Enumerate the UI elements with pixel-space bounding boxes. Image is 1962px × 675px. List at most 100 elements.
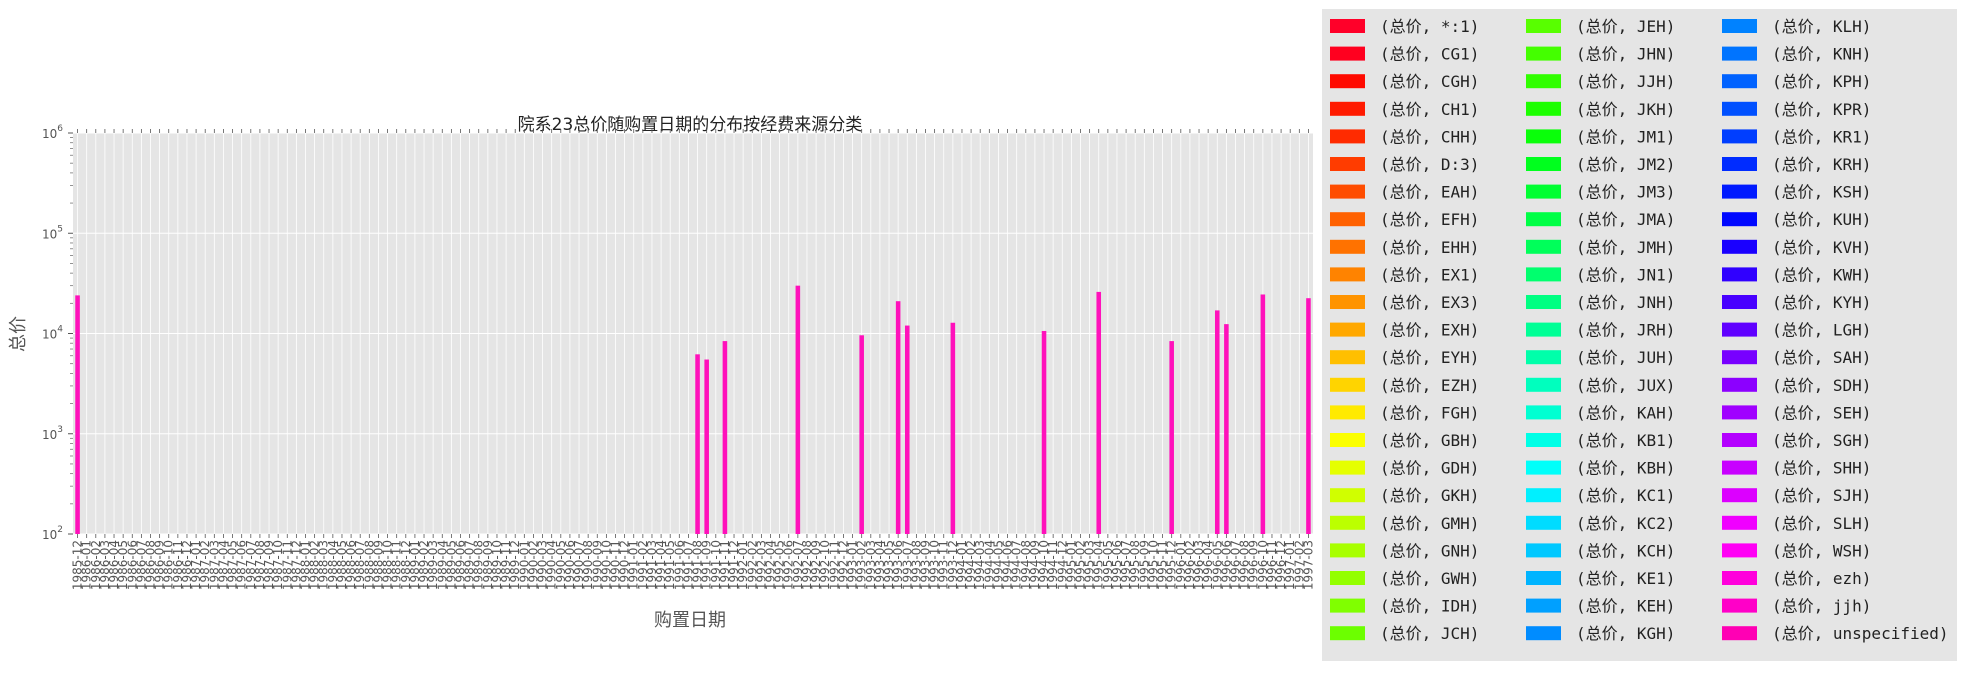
x-tick-label: 1990-09 [590, 540, 604, 590]
legend-swatch [1722, 377, 1757, 392]
x-tick-label: 1988-08 [362, 540, 376, 590]
x-tick-label: 1995-02 [1074, 540, 1088, 590]
legend-swatch [1330, 350, 1365, 365]
x-tick-label: 1991-07 [681, 540, 695, 590]
legend-label: (总价, jjh) [1772, 597, 1871, 616]
x-tick-label: 1989-06 [454, 540, 468, 590]
legend-label: (总价, EZH) [1380, 376, 1479, 395]
x-tick-label: 1994-10 [1037, 540, 1051, 590]
legend-label: (总价, EYH) [1380, 348, 1479, 367]
x-tick-label: 1996-09 [1247, 540, 1261, 590]
legend-swatch [1722, 295, 1757, 309]
x-tick-label: 1993-04 [873, 540, 887, 590]
x-tick-label: 1994-06 [1001, 540, 1015, 590]
legend-swatch [1526, 488, 1561, 503]
x-tick-label: 1988-11 [390, 540, 404, 590]
bar [704, 359, 709, 534]
legend-label: (总价, SAH) [1772, 348, 1871, 367]
chart-title: 院系23总价随购置日期的分布按经费来源分类 [518, 115, 863, 135]
legend-swatch [1722, 571, 1757, 585]
x-tick-label: 1994-01 [955, 540, 969, 590]
legend-label: (总价, SGH) [1772, 431, 1871, 450]
legend-label: (总价, KEH) [1576, 597, 1675, 616]
x-tick-label: 1986-11 [171, 540, 185, 590]
legend-swatch [1526, 350, 1561, 365]
legend-label: (总价, KVH) [1772, 238, 1871, 257]
legend-swatch [1526, 598, 1561, 613]
grid-lines [73, 132, 1313, 535]
x-tick-label: 1990-03 [536, 540, 550, 590]
x-tick-label: 1992-07 [791, 540, 805, 590]
legend-swatch [1722, 433, 1757, 447]
legend-label: (总价, CGH) [1380, 72, 1479, 91]
bar [904, 325, 910, 534]
x-tick-label: 1994-11 [1046, 540, 1060, 590]
legend-swatch [1330, 184, 1365, 199]
bar [722, 341, 728, 534]
bar [859, 335, 864, 534]
legend-swatch [1722, 543, 1757, 558]
x-tick-label: 1993-11 [937, 540, 951, 590]
x-tick-label: 1989-09 [481, 540, 495, 590]
legend-label: (总价, FGH) [1380, 403, 1479, 422]
legend-label: (总价, ezh) [1772, 569, 1871, 588]
legend-swatch [1526, 571, 1561, 585]
x-tick-label: 1996-08 [1238, 540, 1252, 590]
legend-swatch [1330, 598, 1365, 613]
legend-swatch [1722, 19, 1757, 33]
x-tick-label: 1995-07 [1119, 540, 1133, 590]
y-axis-ticks: 102 103 104 105 106 [42, 124, 73, 542]
bar [1169, 341, 1174, 534]
bar [1096, 291, 1102, 534]
legend-swatch [1722, 239, 1757, 254]
x-tick-label: 1992-06 [782, 540, 796, 590]
x-tick-label: 1992-04 [764, 540, 778, 590]
x-axis-label: 购置日期 [654, 610, 726, 631]
legend-label: (总价, IDH) [1380, 597, 1479, 616]
legend-label: (总价, JM3) [1576, 183, 1675, 202]
legend-label: (总价, EAH) [1380, 183, 1479, 202]
legend-label: (总价, EX1) [1380, 265, 1479, 284]
legend-label: (总价, SJH) [1772, 486, 1871, 505]
x-tick-label: 1993-01 [846, 540, 860, 590]
legend-label: (总价, GMH) [1380, 514, 1479, 533]
legend-label: (总价, KC1) [1576, 486, 1675, 505]
legend-swatch [1722, 157, 1757, 171]
legend-label: (总价, EFH) [1380, 210, 1479, 229]
x-tick-label: 1994-09 [1028, 540, 1042, 590]
x-tick-label: 1993-03 [864, 540, 878, 590]
x-tick-label: 1986-04 [107, 540, 121, 590]
x-tick-label: 1987-07 [244, 540, 258, 590]
x-tick-label: 1987-05 [226, 540, 240, 590]
legend-label: (总价, JCH) [1380, 624, 1479, 643]
x-tick-label: 1989-03 [426, 540, 440, 590]
x-tick-label: 1987-10 [271, 540, 285, 590]
legend: (总价, *:1) (总价, CG1) (总价, CGH) (总价, CH1) (总价,… [1322, 9, 1957, 661]
legend-label: (总价, EXH) [1380, 321, 1479, 340]
legend-label: (总价, CG1) [1380, 45, 1479, 64]
x-tick-label: 1991-05 [663, 540, 677, 590]
x-tick-label: 1990-12 [618, 540, 632, 590]
x-tick-label: 1986-09 [153, 540, 167, 590]
x-tick-label: 1991-08 [691, 540, 705, 590]
legend-label: (总价, KRH) [1772, 155, 1871, 174]
legend-label: (总价, KLH) [1772, 17, 1871, 36]
x-tick-label: 1988-09 [371, 540, 385, 590]
legend-swatch [1526, 157, 1561, 171]
legend-swatch [1526, 267, 1561, 282]
x-tick-label: 1994-12 [1055, 540, 1069, 590]
legend-label: (总价, CH1) [1380, 100, 1479, 119]
legend-swatch [1330, 405, 1365, 420]
x-tick-label: 1986-02 [89, 540, 103, 590]
legend-swatch [1330, 157, 1365, 171]
legend-label: (总价, JNH) [1576, 293, 1675, 312]
x-tick-label: 1993-10 [928, 540, 942, 590]
legend-swatch [1526, 515, 1561, 530]
x-tick-label: 1987-06 [235, 540, 249, 590]
legend-swatch [1330, 543, 1365, 558]
legend-swatch [1722, 46, 1757, 61]
x-tick-label: 1995-12 [1165, 540, 1179, 590]
legend-label: (总价, JUX) [1576, 376, 1675, 395]
x-tick-label: 1995-05 [1101, 540, 1115, 590]
legend-swatch [1330, 129, 1365, 144]
